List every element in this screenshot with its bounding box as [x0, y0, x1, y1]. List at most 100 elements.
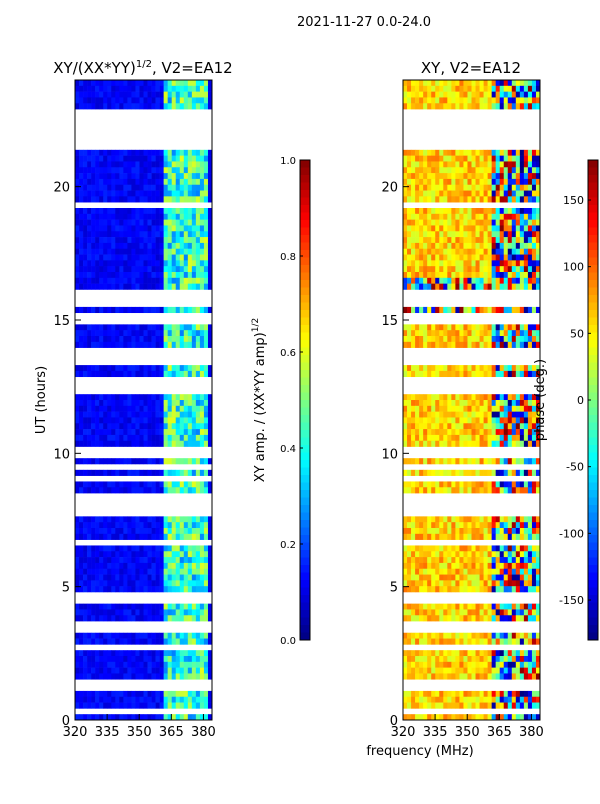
heatmap-cell	[516, 580, 520, 586]
heatmap-cell	[504, 371, 508, 377]
heatmap-cell	[123, 575, 127, 581]
heatmap-cell	[467, 208, 471, 214]
heatmap-cell	[451, 220, 455, 226]
heatmap-cell	[492, 249, 496, 255]
heatmap-cell	[95, 231, 99, 237]
heatmap-cell	[435, 557, 439, 563]
heatmap-cell	[415, 266, 419, 272]
heatmap-cell	[480, 191, 484, 197]
heatmap-cell	[148, 80, 152, 86]
heatmap-cell	[504, 220, 508, 226]
heatmap-cell	[160, 522, 164, 528]
heatmap-cell	[200, 365, 204, 371]
colorbar-segment	[300, 565, 310, 573]
colorbar-segment	[300, 618, 310, 626]
heatmap-cell	[83, 86, 87, 92]
heatmap-cell	[156, 208, 160, 214]
heatmap-cell	[168, 208, 172, 214]
heatmap-cell	[83, 575, 87, 581]
heatmap-cell	[508, 371, 512, 377]
heatmap-cell	[488, 650, 492, 656]
heatmap-cell	[455, 417, 459, 423]
heatmap-cell	[427, 650, 431, 656]
heatmap-cell	[492, 97, 496, 103]
heatmap-cell	[192, 569, 196, 575]
heatmap-cell	[119, 429, 123, 435]
heatmap-cell	[160, 569, 164, 575]
heatmap-cell	[496, 668, 500, 674]
heatmap-cell	[504, 563, 508, 569]
heatmap-cell	[516, 633, 520, 639]
heatmap-cell	[156, 324, 160, 330]
heatmap-cell	[451, 284, 455, 290]
heatmap-cell	[516, 441, 520, 447]
heatmap-cell	[403, 191, 407, 197]
heatmap-cell	[75, 80, 79, 86]
heatmap-cell	[524, 412, 528, 418]
heatmap-cell	[184, 394, 188, 400]
heatmap-cell	[496, 284, 500, 290]
heatmap-cell	[164, 435, 168, 441]
heatmap-cell	[423, 156, 427, 162]
heatmap-cell	[419, 161, 423, 167]
heatmap-cell	[455, 528, 459, 534]
heatmap-cell	[455, 249, 459, 255]
heatmap-cell	[115, 423, 119, 429]
heatmap-cell	[435, 673, 439, 679]
heatmap-cell	[164, 365, 168, 371]
heatmap-cell	[500, 417, 504, 423]
heatmap-cell	[532, 639, 536, 645]
heatmap-cell	[516, 609, 520, 615]
heatmap-cell	[160, 255, 164, 261]
heatmap-cell	[504, 516, 508, 522]
heatmap-cell	[459, 243, 463, 249]
heatmap-cell	[500, 231, 504, 237]
heatmap-cell	[204, 703, 208, 709]
heatmap-cell	[176, 563, 180, 569]
heatmap-cell	[160, 214, 164, 220]
heatmap-cell	[79, 481, 83, 487]
heatmap-cell	[484, 196, 488, 202]
heatmap-cell	[196, 220, 200, 226]
heatmap-cell	[496, 412, 500, 418]
heatmap-cell	[431, 569, 435, 575]
heatmap-cell	[83, 196, 87, 202]
heatmap-cell	[184, 697, 188, 703]
heatmap-cell	[152, 406, 156, 412]
heatmap-cell	[148, 441, 152, 447]
heatmap-cell	[160, 179, 164, 185]
heatmap-cell	[415, 161, 419, 167]
heatmap-cell	[176, 266, 180, 272]
heatmap-cell	[492, 208, 496, 214]
heatmap-cell	[95, 278, 99, 284]
heatmap-cell	[427, 534, 431, 540]
heatmap-cell	[480, 185, 484, 191]
heatmap-cell	[192, 208, 196, 214]
heatmap-cell	[176, 284, 180, 290]
heatmap-cell	[79, 324, 83, 330]
heatmap-cell	[476, 458, 480, 464]
heatmap-cell	[188, 545, 192, 551]
heatmap-cell	[472, 336, 476, 342]
heatmap-cell	[524, 86, 528, 92]
heatmap-cell	[83, 673, 87, 679]
heatmap-cell	[75, 557, 79, 563]
heatmap-cell	[107, 557, 111, 563]
heatmap-cell	[184, 703, 188, 709]
heatmap-cell	[455, 284, 459, 290]
heatmap-cell	[200, 609, 204, 615]
heatmap-cell	[160, 185, 164, 191]
heatmap-cell	[500, 563, 504, 569]
heatmap-cell	[123, 586, 127, 592]
heatmap-cell	[79, 441, 83, 447]
heatmap-cell	[200, 487, 204, 493]
heatmap-cell	[480, 435, 484, 441]
heatmap-cell	[476, 400, 480, 406]
colorbar-segment	[300, 423, 310, 431]
heatmap-cell	[115, 481, 119, 487]
heatmap-cell	[172, 668, 176, 674]
heatmap-cell	[156, 371, 160, 377]
heatmap-cell	[484, 563, 488, 569]
heatmap-cell	[451, 191, 455, 197]
heatmap-cell	[160, 272, 164, 278]
